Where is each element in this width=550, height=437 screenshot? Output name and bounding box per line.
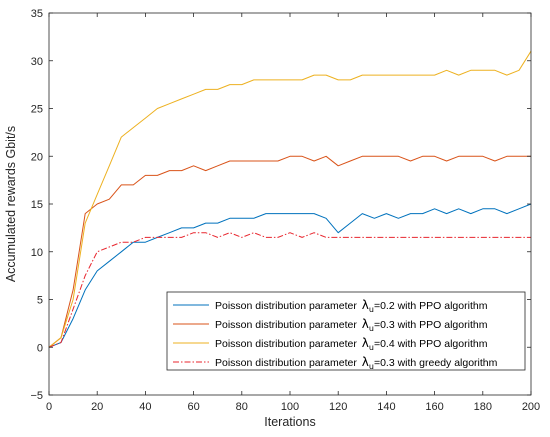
y-axis-title: Accumulated rewards Gbit/s xyxy=(4,126,18,282)
y-tick-label: 20 xyxy=(31,151,43,163)
x-tick-label: 40 xyxy=(139,401,151,413)
series-line-2 xyxy=(48,155,531,348)
y-tick-label: 30 xyxy=(31,56,43,68)
x-tick-label: 140 xyxy=(377,401,395,413)
x-tick-label: 160 xyxy=(425,401,443,413)
legend-label-3: Poisson distribution parameter λu=0.4 wi… xyxy=(215,336,488,352)
series-line-4 xyxy=(48,232,531,348)
x-tick-label: 200 xyxy=(522,401,540,413)
x-tick-label: 100 xyxy=(281,401,299,413)
legend-entries: Poisson distribution parameter λu=0.2 wi… xyxy=(173,298,498,371)
legend-label-1: Poisson distribution parameter λu=0.2 wi… xyxy=(215,298,488,314)
y-tick-label: −5 xyxy=(30,390,43,402)
x-axis-title: Iterations xyxy=(264,415,315,429)
y-tick-label: 10 xyxy=(31,247,43,259)
legend-label-2: Poisson distribution parameter λu=0.3 wi… xyxy=(215,317,488,333)
legend-label-4: Poisson distribution parameter λu=0.3 wi… xyxy=(215,355,498,371)
x-tick-label: 80 xyxy=(236,401,248,413)
series-layer xyxy=(48,50,532,348)
x-tick-label: 120 xyxy=(329,401,347,413)
y-tick-label: 0 xyxy=(37,342,43,354)
legend: Poisson distribution parameter λu=0.2 wi… xyxy=(166,291,526,371)
legend-box xyxy=(166,291,526,371)
series-line-3 xyxy=(48,50,532,348)
y-tick-label: 15 xyxy=(31,199,43,211)
y-tick-label: 5 xyxy=(37,295,43,307)
x-tick-label: 180 xyxy=(474,401,492,413)
series-line-1 xyxy=(48,203,532,348)
ticks-layer: 0 20 40 60 80 100 120 140 160 180 200−505101520253… xyxy=(30,8,540,413)
x-tick-label: 60 xyxy=(187,401,199,413)
x-tick-label: 0 xyxy=(46,401,52,413)
y-tick-label: 35 xyxy=(31,8,43,20)
y-tick-label: 25 xyxy=(31,104,43,116)
x-tick-label: 20 xyxy=(91,401,103,413)
